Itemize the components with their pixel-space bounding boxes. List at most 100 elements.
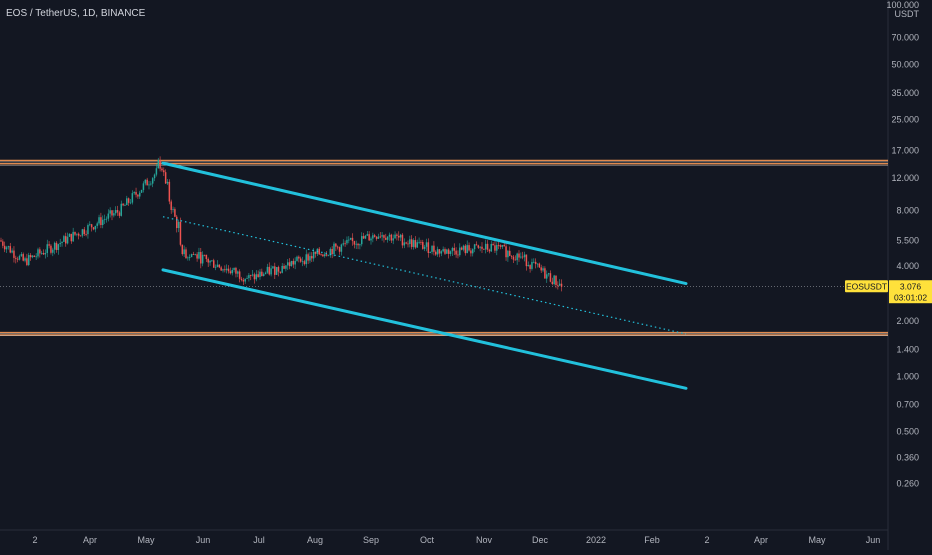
- candle-body: [89, 224, 91, 226]
- candle-body: [102, 219, 104, 225]
- candle-body: [309, 256, 311, 261]
- price-tick-label: 1.400: [896, 344, 919, 354]
- price-tick-label: 50.000: [891, 59, 919, 69]
- candle-body: [362, 236, 365, 239]
- candle-body: [176, 216, 178, 229]
- price-tick-label: 0.260: [896, 479, 919, 489]
- candle-body: [507, 250, 509, 258]
- candle-body: [446, 249, 448, 254]
- candle-body: [68, 233, 71, 237]
- candle-body: [377, 236, 380, 239]
- candle-body: [135, 192, 137, 195]
- candle-body: [553, 275, 555, 285]
- price-tick-label: 70.000: [891, 33, 919, 43]
- candle-body: [547, 273, 550, 275]
- candle-body: [92, 227, 95, 230]
- candle-body: [170, 201, 172, 210]
- candle-body: [76, 233, 78, 235]
- candle-body: [105, 218, 108, 220]
- candle-body: [255, 274, 258, 280]
- candle-body: [225, 268, 228, 271]
- candle-body: [394, 234, 396, 239]
- time-axis-label: Jun: [196, 535, 211, 545]
- candle-body: [351, 237, 354, 242]
- candle-body: [187, 257, 189, 259]
- candle-body: [74, 231, 76, 235]
- candle-body: [111, 210, 113, 216]
- candle-body: [253, 274, 256, 280]
- candle-body: [407, 243, 409, 245]
- candle-body: [499, 245, 502, 247]
- candle-body: [0, 240, 2, 242]
- candle-body: [222, 269, 224, 271]
- candle-body: [492, 243, 494, 246]
- candle-body: [159, 159, 161, 169]
- candle-body: [266, 266, 269, 273]
- candle-body: [427, 242, 430, 253]
- candle-body: [227, 268, 230, 272]
- candle-body: [285, 265, 287, 269]
- candle-body: [473, 244, 476, 250]
- candle-body: [405, 242, 407, 244]
- candle-body: [207, 258, 209, 263]
- candle-body: [235, 267, 237, 274]
- price-tick-label: 0.360: [896, 453, 919, 463]
- candle-body: [368, 234, 370, 241]
- time-axis-label: Jun: [866, 535, 881, 545]
- candle-body: [281, 265, 283, 273]
- channel-upper-line: [161, 161, 688, 286]
- candle-body: [179, 221, 182, 245]
- candle-body: [164, 172, 167, 184]
- candle-body: [237, 271, 239, 274]
- candle-body: [150, 183, 152, 185]
- candle-body: [307, 254, 309, 261]
- time-axis-label: Aug: [307, 535, 323, 545]
- candle-body: [416, 242, 418, 248]
- candle-body: [364, 235, 367, 239]
- price-tick-label: 12.000: [891, 173, 919, 183]
- candle-body: [516, 253, 518, 261]
- candle-body: [423, 246, 426, 249]
- time-axis-label: Nov: [476, 535, 493, 545]
- candle-body: [94, 225, 97, 230]
- price-tick-label: 8.000: [896, 206, 919, 216]
- candle-body: [205, 254, 208, 259]
- candle-body: [137, 194, 139, 197]
- candle-body: [303, 261, 306, 265]
- candle-body: [259, 271, 261, 277]
- candle-body: [544, 268, 546, 279]
- candle-body: [459, 247, 461, 256]
- candle-body: [139, 192, 141, 197]
- price-tick-label: 5.500: [896, 235, 919, 245]
- time-axis-label: Oct: [420, 535, 435, 545]
- time-axis-label: Apr: [83, 535, 97, 545]
- candle-body: [196, 254, 198, 259]
- candle-body: [163, 170, 165, 173]
- candle-body: [109, 210, 111, 214]
- candle-body: [29, 255, 32, 258]
- candle-body: [264, 272, 267, 275]
- candle-body: [127, 198, 130, 203]
- candle-body: [540, 267, 542, 271]
- candle-body: [422, 241, 424, 249]
- candle-body: [383, 235, 385, 238]
- candle-body: [48, 244, 50, 246]
- candle-body: [505, 246, 507, 258]
- candle-body: [2, 241, 4, 246]
- candle-body: [488, 249, 491, 252]
- candle-body: [240, 278, 243, 280]
- candle-body: [155, 168, 158, 175]
- candle-body: [157, 159, 159, 169]
- candle-body: [318, 248, 320, 255]
- candle-body: [52, 249, 54, 253]
- candle-body: [296, 256, 298, 261]
- candle-body: [420, 241, 422, 243]
- candle-body: [558, 283, 561, 286]
- candle-body: [475, 244, 478, 246]
- candle-body: [346, 239, 348, 244]
- candle-body: [200, 252, 202, 264]
- candle-body: [370, 238, 372, 241]
